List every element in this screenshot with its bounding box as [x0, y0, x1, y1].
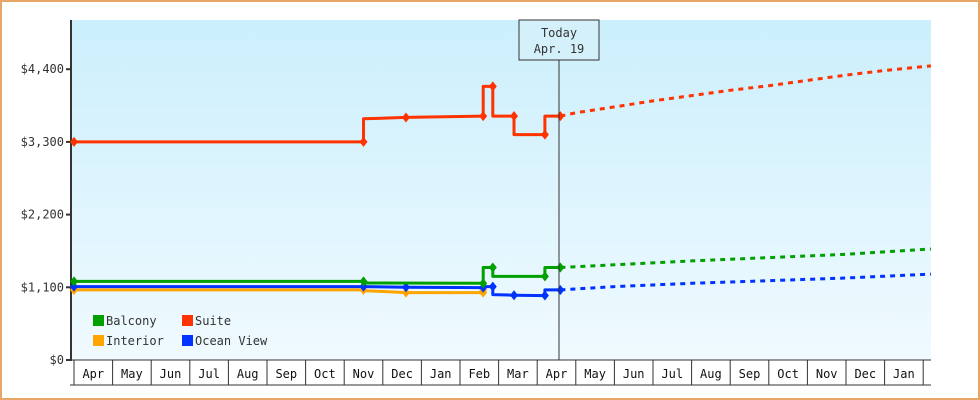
legend-label: Ocean View: [195, 334, 268, 348]
month-label: Jun: [623, 367, 645, 381]
month-label: Jan: [893, 367, 915, 381]
legend-label: Balcony: [106, 314, 157, 328]
month-label: Dec: [391, 367, 413, 381]
data-point-marker[interactable]: [510, 111, 519, 122]
today-label: Today: [541, 26, 577, 40]
x-axis: Apr May Jun Jul Aug Sep Oct Nov Dec Jan Feb Mar Apr M…: [70, 359, 931, 386]
legend-item-suite[interactable]: Suite: [182, 314, 231, 328]
data-point-marker[interactable]: [70, 281, 78, 292]
legend-label: Interior: [106, 334, 164, 348]
month-label: May: [121, 367, 143, 381]
month-label: Mar: [507, 367, 529, 381]
legend-label: Suite: [195, 314, 231, 328]
today-box: [518, 19, 600, 61]
month-label: Jan: [430, 367, 452, 381]
data-point-marker[interactable]: [540, 129, 549, 140]
data-point-marker[interactable]: [488, 262, 497, 273]
legend-swatch: [93, 335, 104, 346]
data-point-marker[interactable]: [70, 276, 78, 287]
legend-swatch: [182, 315, 193, 326]
month-label: Jul: [661, 367, 683, 381]
y-axis: $0 $1,100 $2,200 $3,300 $4,400: [21, 20, 72, 367]
series-suite: [70, 64, 932, 147]
data-point-marker[interactable]: [359, 276, 368, 287]
month-label: Sep: [739, 367, 761, 381]
legend-item-balcony[interactable]: Balcony: [93, 314, 157, 328]
data-point-marker[interactable]: [556, 111, 565, 122]
legend-swatch: [182, 335, 193, 346]
data-point-marker[interactable]: [479, 111, 488, 122]
y-tick-label: $0: [50, 353, 64, 367]
data-point-marker[interactable]: [401, 282, 410, 293]
data-point-marker[interactable]: [540, 290, 549, 301]
series-balcony: [70, 247, 931, 289]
month-label: Oct: [314, 367, 336, 381]
month-label: Jul: [198, 367, 220, 381]
data-point-marker[interactable]: [510, 290, 519, 301]
series-ocean-view: [70, 272, 931, 301]
data-point-marker[interactable]: [556, 262, 565, 273]
data-point-marker[interactable]: [488, 281, 497, 292]
data-point-marker[interactable]: [359, 136, 368, 147]
y-tick-label: $3,300: [21, 135, 64, 149]
legend: Balcony Suite Interior Ocean View: [93, 314, 268, 348]
month-label: May: [584, 367, 606, 381]
month-label: Apr: [546, 367, 568, 381]
data-point-marker[interactable]: [401, 287, 410, 298]
plot-area: [72, 20, 931, 360]
data-point-marker[interactable]: [401, 112, 410, 123]
month-label: Nov: [816, 367, 838, 381]
month-label: Sep: [275, 367, 297, 381]
legend-swatch: [93, 315, 104, 326]
month-label: Oct: [777, 367, 799, 381]
legend-item-ocean-view[interactable]: Ocean View: [182, 334, 268, 348]
y-tick-label: $1,100: [21, 280, 64, 294]
today-date: Apr. 19: [534, 42, 585, 56]
month-label: Feb: [468, 367, 490, 381]
projection-line: [560, 272, 931, 292]
data-point-marker[interactable]: [556, 284, 565, 295]
y-tick-label: $4,400: [21, 62, 64, 76]
projection-line: [560, 64, 932, 118]
month-label: Jun: [160, 367, 182, 381]
series-lines: [70, 64, 932, 301]
month-label: Dec: [854, 367, 876, 381]
month-label: Aug: [700, 367, 722, 381]
legend-item-interior[interactable]: Interior: [93, 334, 164, 348]
projection-line: [560, 247, 931, 269]
y-tick-label: $2,200: [21, 208, 64, 222]
data-point-marker[interactable]: [540, 271, 549, 282]
month-label: Aug: [237, 367, 259, 381]
today-marker: Today Apr. 19: [518, 19, 600, 360]
data-point-marker[interactable]: [70, 136, 78, 147]
data-point-marker[interactable]: [479, 278, 488, 289]
data-point-marker[interactable]: [488, 81, 497, 92]
month-label: Nov: [353, 367, 375, 381]
month-label: Apr: [82, 367, 104, 381]
